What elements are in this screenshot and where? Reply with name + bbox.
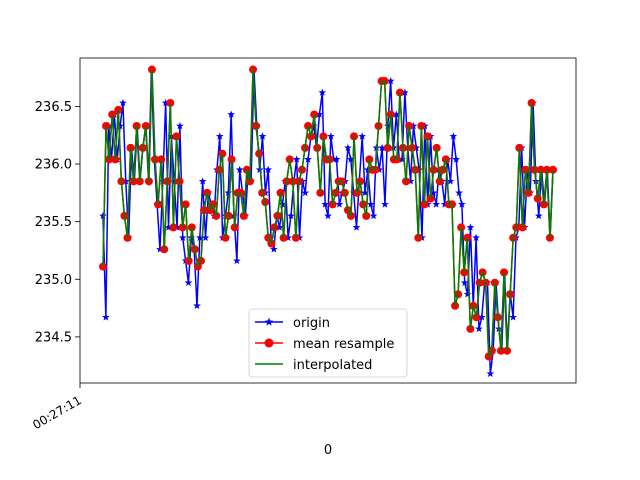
origin-point bbox=[352, 223, 361, 231]
y-axis: 234.5 235.0 235.5 236.0 236.5 bbox=[35, 100, 80, 345]
series-layer bbox=[99, 65, 557, 378]
origin-point bbox=[258, 132, 267, 140]
y-tick-label: 235.0 bbox=[35, 273, 72, 288]
legend: origin mean resample interpolated bbox=[248, 308, 408, 378]
origin-point bbox=[335, 200, 344, 208]
origin-point bbox=[321, 200, 329, 208]
origin-point bbox=[409, 122, 418, 130]
legend-mean-resample-circle-marker bbox=[264, 338, 274, 348]
origin-point bbox=[366, 200, 375, 208]
origin-point bbox=[401, 88, 409, 96]
origin-point bbox=[264, 165, 272, 174]
origin-point bbox=[301, 188, 310, 197]
origin-point bbox=[398, 155, 406, 163]
origin-point bbox=[198, 177, 207, 185]
origin-point bbox=[116, 122, 124, 130]
y-tick-label: 235.5 bbox=[35, 215, 72, 230]
origin-point bbox=[440, 200, 449, 208]
origin-point bbox=[270, 245, 278, 253]
origin-point bbox=[324, 211, 332, 220]
origin-point bbox=[156, 245, 164, 253]
origin-point bbox=[472, 233, 480, 242]
origin-point bbox=[412, 143, 421, 152]
origin-point bbox=[284, 233, 292, 242]
origin-point bbox=[463, 290, 472, 298]
origin-point bbox=[392, 110, 401, 118]
origin-point bbox=[159, 177, 167, 185]
origin-point bbox=[344, 143, 352, 152]
origin-point bbox=[534, 211, 543, 220]
origin-point bbox=[164, 223, 173, 231]
legend-label-mean-resample: mean resample bbox=[293, 337, 394, 352]
legend-label-interpolated: interpolated bbox=[293, 358, 372, 373]
origin-point bbox=[235, 165, 244, 174]
origin-point bbox=[460, 278, 469, 286]
origin-point bbox=[318, 88, 327, 96]
origin-point bbox=[184, 278, 193, 286]
origin-point bbox=[386, 77, 395, 85]
legend-origin-star-marker bbox=[264, 317, 274, 326]
origin-point bbox=[119, 98, 127, 107]
origin-point bbox=[381, 200, 389, 208]
origin-point bbox=[475, 324, 483, 333]
origin-point bbox=[193, 301, 201, 310]
origin-point bbox=[176, 122, 184, 130]
origin-point bbox=[275, 223, 284, 231]
origin-point bbox=[304, 155, 312, 163]
origin-point bbox=[369, 211, 378, 220]
origin-point bbox=[278, 200, 287, 208]
y-tick-label: 234.5 bbox=[35, 330, 72, 345]
origin-point bbox=[346, 155, 355, 163]
origin-point bbox=[446, 177, 455, 185]
origin-point bbox=[170, 177, 179, 185]
origin-point bbox=[224, 188, 233, 197]
origin-point bbox=[477, 313, 486, 321]
origin-point bbox=[332, 155, 341, 163]
origin-point bbox=[432, 200, 441, 208]
origin-point bbox=[429, 188, 438, 197]
origin-point bbox=[509, 313, 517, 321]
origin-point bbox=[329, 155, 338, 163]
origin-point bbox=[327, 132, 335, 140]
origin-point bbox=[458, 200, 466, 208]
origin-point bbox=[287, 211, 295, 220]
origin-point bbox=[99, 211, 107, 220]
origin-point bbox=[449, 132, 458, 140]
origin-point bbox=[378, 143, 386, 152]
origin-point bbox=[292, 155, 301, 163]
series-interpolated bbox=[102, 68, 554, 358]
origin-point bbox=[215, 132, 224, 140]
origin-point bbox=[196, 233, 204, 242]
legend-label-origin: origin bbox=[293, 316, 330, 331]
origin-point bbox=[452, 155, 460, 163]
plot-frame bbox=[79, 57, 577, 384]
origin-point bbox=[364, 165, 372, 174]
origin-point bbox=[358, 132, 366, 140]
legend-box bbox=[248, 308, 408, 378]
origin-point bbox=[361, 188, 369, 197]
x-axis-label: 0 bbox=[324, 443, 332, 458]
origin-point bbox=[455, 188, 463, 197]
y-tick-label: 236.5 bbox=[35, 100, 72, 115]
origin-point bbox=[178, 233, 187, 242]
origin-point bbox=[384, 122, 392, 130]
origin-point bbox=[201, 233, 210, 242]
origin-point bbox=[486, 369, 495, 378]
origin-point bbox=[121, 177, 130, 185]
origin-point bbox=[233, 256, 241, 265]
origin-point bbox=[102, 313, 110, 321]
origin-point bbox=[466, 223, 475, 231]
origin-point bbox=[315, 110, 324, 118]
y-tick-label: 236.0 bbox=[35, 158, 72, 173]
series-line-interpolated bbox=[102, 68, 554, 358]
origin-point bbox=[227, 110, 235, 118]
origin-point bbox=[161, 98, 170, 107]
origin-point bbox=[406, 177, 415, 185]
origin-point bbox=[309, 122, 318, 130]
